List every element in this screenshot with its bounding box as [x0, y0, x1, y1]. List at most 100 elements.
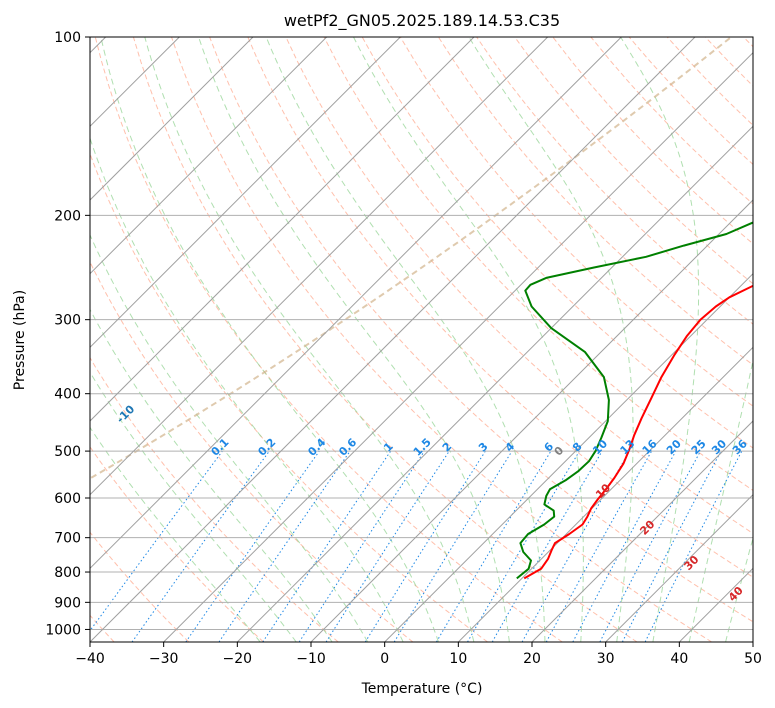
y-tick-label: 100 — [54, 30, 81, 46]
isotherm — [752, 641, 753, 642]
mixing-ratio-line — [262, 450, 392, 642]
x-tick-label: 0 — [380, 651, 389, 667]
moist-adiabat — [265, 37, 546, 642]
y-tick-label: 1000 — [45, 622, 81, 638]
x-tick-label: 50 — [744, 651, 762, 667]
mixing-ratio-label: 0.2 — [255, 436, 278, 459]
y-tick-label: 300 — [54, 313, 81, 329]
dry-adiabat — [90, 446, 264, 642]
dry-adiabat — [94, 37, 563, 642]
moist-adiabat — [90, 308, 333, 642]
y-tick-label: 600 — [54, 491, 81, 507]
mixing-ratio-label: 3 — [476, 440, 491, 455]
mixing-ratio-label: 30 — [709, 437, 729, 457]
moist-adiabat — [688, 358, 753, 642]
y-tick-label: 900 — [54, 595, 81, 611]
moist-adiabat-label: 40 — [726, 584, 746, 604]
x-tick-label: 40 — [670, 651, 688, 667]
moist-adiabat-label: 20 — [637, 517, 657, 537]
isotherm — [678, 567, 753, 642]
x-tick-label: −20 — [223, 651, 253, 667]
y-tick-label: 200 — [54, 208, 81, 224]
dry-adiabat — [90, 531, 190, 642]
dry-adiabat — [90, 356, 339, 642]
moist-adiabat — [144, 37, 475, 642]
ice-line — [90, 37, 732, 480]
mixing-ratio-label: 25 — [689, 437, 709, 457]
x-tick-label: 10 — [449, 651, 467, 667]
background-lines — [90, 37, 775, 642]
mixing-ratio-label: 36 — [730, 437, 750, 457]
dry-adiabat — [90, 152, 488, 642]
mixing-ratio-label: 0.6 — [336, 435, 359, 458]
dry-adiabat — [171, 37, 712, 642]
dry-adiabat — [743, 37, 753, 48]
mixing-ratio-line — [521, 450, 630, 642]
mixing-ratio-label: 8 — [570, 440, 585, 455]
moist-adiabat — [725, 536, 753, 642]
mixing-ratio-label: 1 — [381, 440, 396, 455]
dry-adiabat — [361, 37, 753, 449]
isotherm — [310, 199, 753, 642]
x-tick-label: −10 — [296, 651, 326, 667]
isotherm — [605, 493, 753, 642]
dry-adiabat — [514, 37, 753, 285]
moist-adiabat — [100, 37, 439, 642]
mixing-ratio-label: 13 — [618, 437, 638, 457]
x-tick-label: −30 — [149, 651, 179, 667]
moist-adiabat — [90, 233, 369, 642]
isotherm — [90, 37, 475, 422]
x-axis-label: Temperature (°C) — [361, 681, 483, 697]
isotherm — [90, 37, 696, 642]
mixing-ratio-label: 0.4 — [305, 435, 328, 458]
y-tick-label: 800 — [54, 565, 81, 581]
dry-adiabat — [285, 37, 753, 535]
y-axis-label: Pressure (hPa) — [12, 290, 28, 390]
plot-frame — [89, 36, 754, 643]
mixing-ratio-line — [435, 450, 552, 642]
isotherm — [384, 272, 753, 642]
dry-adiabat-label: -20 — [31, 361, 54, 384]
isotherm — [163, 51, 753, 642]
moist-adiabat — [620, 37, 700, 642]
dry-adiabat-label: -10 — [114, 402, 137, 425]
dry-adiabat — [247, 37, 753, 578]
mixing-ratio-line — [572, 450, 677, 642]
dry-adiabat — [323, 37, 753, 491]
dry-adiabat — [590, 37, 753, 205]
isotherm — [90, 37, 254, 201]
dry-adiabat — [704, 37, 753, 87]
mixing-ratio-line — [298, 450, 425, 642]
dry-adiabat — [437, 37, 753, 366]
isotherm — [531, 420, 753, 642]
moist-adiabat — [198, 37, 510, 642]
y-tick-label: 400 — [54, 387, 81, 403]
x-tick-label: −40 — [75, 651, 105, 667]
mixing-ratio-line — [599, 450, 701, 642]
mixing-ratio-line — [621, 450, 722, 642]
isotherm — [90, 37, 328, 275]
moist-adiabat — [762, 37, 775, 642]
dry-adiabat — [552, 37, 753, 245]
mixing-ratio-line — [393, 450, 513, 642]
moist-adiabat — [90, 136, 404, 642]
isotherm — [90, 37, 622, 570]
isotherm — [236, 125, 753, 642]
mixing-ratio-line — [131, 450, 270, 642]
mixing-ratio-label: 1.5 — [411, 436, 434, 459]
dry-adiabat — [666, 37, 753, 126]
chart-title: wetPf2_GN05.2025.189.14.53.C35 — [284, 11, 560, 31]
isotherm — [90, 37, 401, 349]
mixing-ratio-line — [90, 450, 223, 632]
dry-adiabat — [399, 37, 753, 407]
moist-adiabat-label: 30 — [682, 553, 702, 573]
temperature-line — [523, 284, 753, 580]
x-tick-label: 20 — [523, 651, 541, 667]
mixing-ratio-line — [545, 450, 653, 642]
sounding-series — [516, 221, 753, 580]
moist-adiabat — [90, 426, 261, 642]
mixing-ratio-line — [325, 450, 450, 642]
y-tick-label: 700 — [54, 531, 81, 547]
mixing-ratio-label: 2 — [440, 440, 455, 455]
